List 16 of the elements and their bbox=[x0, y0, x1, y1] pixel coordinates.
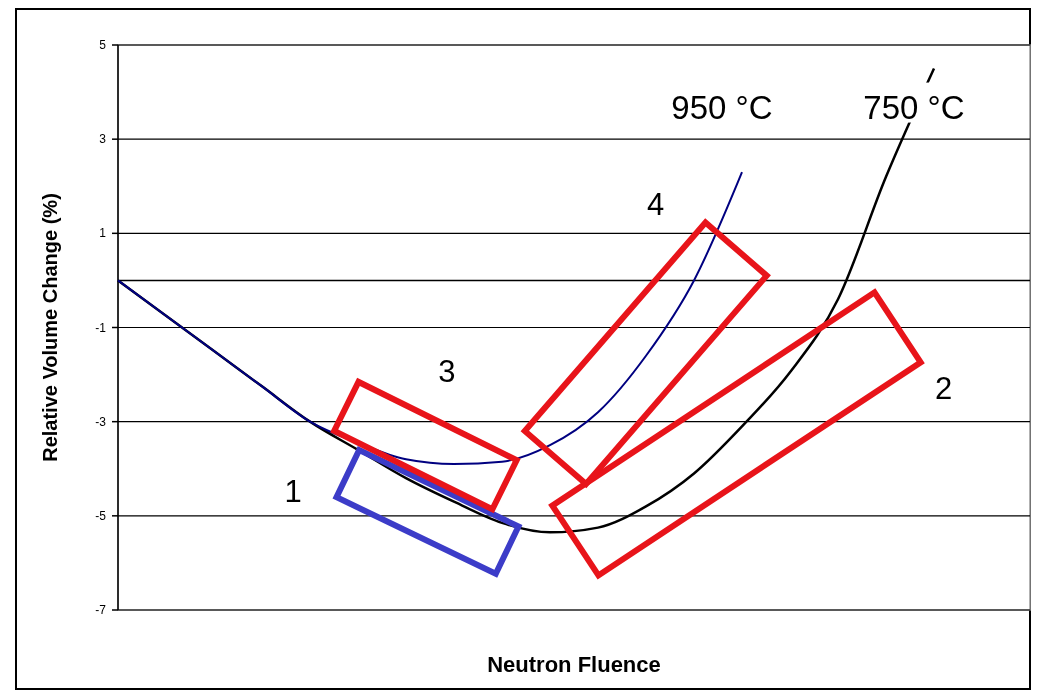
series-label: 750 °C bbox=[863, 88, 965, 126]
annotation: 1 bbox=[284, 474, 302, 510]
annotation: 4 bbox=[646, 187, 665, 223]
y-tick-label: -3 bbox=[95, 414, 107, 429]
annotation: 3 bbox=[438, 354, 456, 390]
annotation: 2 bbox=[934, 370, 953, 406]
y-tick-label: -5 bbox=[95, 508, 107, 523]
y-tick-label: 5 bbox=[99, 38, 107, 52]
y-axis-title: Relative Volume Change (%) bbox=[39, 193, 61, 462]
y-tick-label: -1 bbox=[95, 320, 107, 335]
line-series bbox=[117, 171, 743, 466]
x-axis-title: Neutron Fluence bbox=[487, 652, 661, 677]
y-tick-label: -7 bbox=[95, 603, 107, 617]
series-label: 950 °C bbox=[671, 88, 773, 126]
y-tick-label: 1 bbox=[99, 226, 107, 241]
y-tick-label: 3 bbox=[99, 132, 107, 147]
